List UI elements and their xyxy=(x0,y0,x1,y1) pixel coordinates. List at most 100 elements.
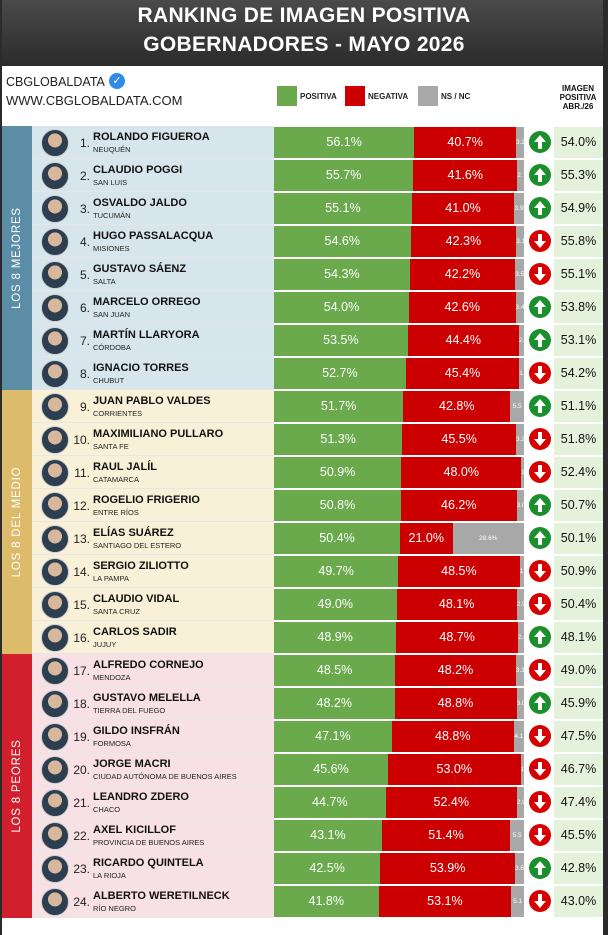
row-separator xyxy=(32,488,274,489)
bar-positive xyxy=(274,523,400,554)
governor-name: OSVALDO JALDO xyxy=(93,197,187,209)
bar-ns xyxy=(516,688,524,719)
bar-label-ns: 3.2 xyxy=(516,436,524,443)
row-band xyxy=(32,192,274,225)
governor-name: MARTÍN LLARYORA xyxy=(93,329,200,341)
previous-positive-value: 54.2% xyxy=(554,358,603,389)
bar-label-negative: 48.7% xyxy=(439,630,475,644)
legend-label-negative: NEGATIVA xyxy=(368,92,409,101)
previous-positive-value: 55.3% xyxy=(554,160,603,191)
brand-url: WWW.CBGLOBALDATA.COM xyxy=(6,93,183,108)
bar-ns xyxy=(516,589,524,620)
governor-avatar xyxy=(41,855,69,883)
previous-positive-value: 55.1% xyxy=(554,259,603,290)
bar-label-positive: 48.9% xyxy=(317,630,353,644)
governor-avatar xyxy=(41,558,69,586)
bar-ns xyxy=(515,292,524,323)
bar-label-positive: 50.8% xyxy=(319,498,356,512)
section-label: LOS 8 PEORES xyxy=(11,739,23,833)
bar-positive xyxy=(274,358,406,389)
previous-positive-value: 53.1% xyxy=(554,325,603,356)
previous-positive-value: 47.4% xyxy=(554,787,603,818)
bar-ns xyxy=(516,787,524,818)
governor-avatar xyxy=(41,525,69,553)
bar-label-ns: 4.1 xyxy=(514,733,524,740)
section-label-bar: LOS 8 DEL MEDIO xyxy=(2,390,32,654)
bar-label-positive: 50.4% xyxy=(319,531,355,545)
province-name: FORMOSA xyxy=(93,739,131,748)
legend-label-positive: POSITIVA xyxy=(300,92,337,101)
bar-positive xyxy=(274,820,382,851)
bar-negative xyxy=(378,886,512,917)
row-band xyxy=(32,522,274,555)
rank-number: 24. xyxy=(73,895,90,909)
province-name: SANTA CRUZ xyxy=(93,607,140,616)
rank-number: 4. xyxy=(79,235,90,249)
governor-name: CLAUDIO VIDAL xyxy=(93,593,180,605)
rank-number: 3. xyxy=(79,202,90,216)
trend-down-arrow-icon xyxy=(529,725,551,747)
rank-number: 1. xyxy=(79,136,90,150)
bar-negative xyxy=(413,160,518,191)
governor-name: ALBERTO WERETILNECK xyxy=(93,890,230,902)
previous-positive-value: 52.4% xyxy=(554,457,603,488)
row-separator xyxy=(32,719,274,720)
bar-label-ns: 2.9 xyxy=(516,601,524,608)
bar-label-negative: 44.4% xyxy=(445,333,481,347)
trend-down-arrow-icon xyxy=(529,659,551,681)
province-name: CÓRDOBA xyxy=(93,343,131,352)
province-name: SAN LUIS xyxy=(93,178,128,187)
bar-ns xyxy=(519,556,524,587)
governor-avatar xyxy=(41,162,69,190)
bar-positive xyxy=(274,424,403,455)
trend-down-arrow-icon xyxy=(529,824,551,846)
bar-label-ns: 3.6 xyxy=(515,865,524,872)
row-separator xyxy=(32,224,274,225)
bar-positive xyxy=(274,589,397,620)
bar-negative xyxy=(411,193,515,224)
bar-label-positive: 41.8% xyxy=(308,894,344,908)
previous-positive-value: 47.5% xyxy=(554,721,603,752)
governor-avatar xyxy=(41,657,69,685)
bar-positive xyxy=(274,325,408,356)
province-name: RÍO NEGRO xyxy=(93,904,136,913)
bar-label-positive: 53.5% xyxy=(323,333,359,347)
province-name: ENTRE RÍOS xyxy=(93,508,139,517)
row-separator xyxy=(32,521,274,522)
bar-positive xyxy=(274,622,397,653)
governor-avatar xyxy=(41,261,69,289)
previous-positive-value: 42.8% xyxy=(554,853,603,884)
bar-label-ns: 5.1 xyxy=(513,898,523,905)
legend-swatch-ns xyxy=(418,86,438,106)
row-separator xyxy=(32,323,274,324)
governor-name: ROLANDO FIGUEROA xyxy=(93,131,210,143)
bar-negative xyxy=(380,853,515,884)
previous-positive-value: 50.9% xyxy=(554,556,603,587)
governor-avatar xyxy=(41,888,69,916)
governor-avatar xyxy=(41,723,69,751)
previous-positive-value: 53.8% xyxy=(554,292,603,323)
province-name: CHACO xyxy=(93,805,121,814)
governor-avatar xyxy=(41,360,69,388)
row-separator xyxy=(32,422,274,423)
bar-label-positive: 48.5% xyxy=(316,663,353,677)
rank-number: 7. xyxy=(79,334,90,348)
trend-up-arrow-icon xyxy=(529,164,551,186)
row-band xyxy=(32,258,274,291)
governor-name: CLAUDIO POGGI xyxy=(93,164,183,176)
bar-positive xyxy=(274,655,396,686)
bar-ns xyxy=(516,127,524,158)
section-label-bar: LOS 8 PEORES xyxy=(2,654,32,918)
bar-label-ns: 3.5 xyxy=(515,271,524,278)
bar-ns xyxy=(511,886,524,917)
row-band xyxy=(32,423,274,456)
frame-right-border xyxy=(603,0,608,935)
section-label: LOS 8 MEJORES xyxy=(11,207,23,309)
bar-negative xyxy=(409,259,516,290)
rank-number: 11. xyxy=(74,466,90,480)
governor-name: GUSTAVO SÁENZ xyxy=(93,263,187,275)
rank-number: 6. xyxy=(79,301,90,315)
trend-up-arrow-icon xyxy=(529,692,551,714)
bar-positive xyxy=(274,556,399,587)
